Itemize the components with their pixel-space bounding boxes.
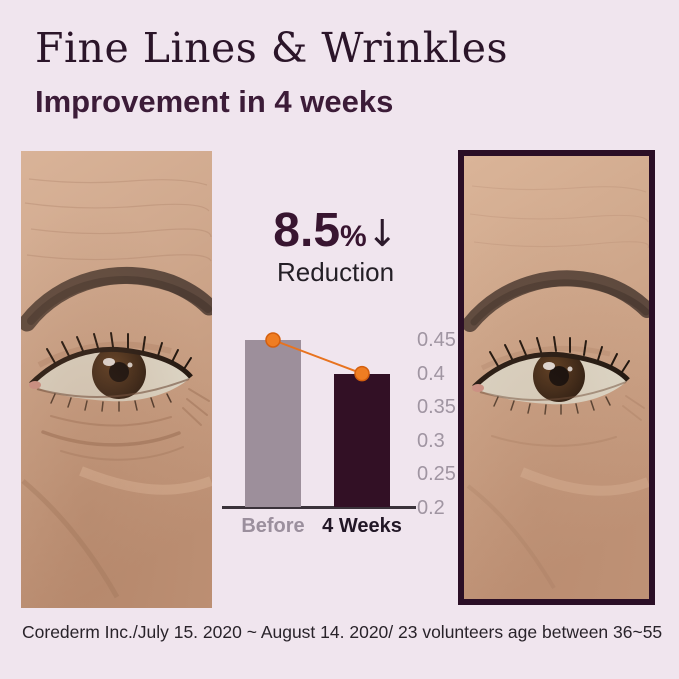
y-tick-label: 0.2: [417, 497, 445, 519]
bar-before: [245, 340, 301, 507]
stat-label: Reduction: [276, 257, 395, 288]
study-footnote: Corederm Inc./July 15. 2020 ~ August 14.…: [22, 622, 663, 642]
before-photo: [21, 151, 212, 608]
y-tick-label: 0.25: [417, 463, 456, 486]
bar-4-weeks: [334, 373, 390, 507]
percent-sign: %: [340, 220, 367, 253]
after-photo: [458, 150, 655, 605]
stat-value: 8.5: [273, 204, 341, 257]
x-label: Before: [241, 515, 305, 537]
y-tick-label: 0.35: [417, 396, 456, 419]
page-subtitle: Improvement in 4 weeks: [35, 84, 394, 119]
y-tick-label: 0.45: [417, 329, 456, 351]
bar-chart: Before 4 Weeks 0.45 0.4 0.35 0.3 0.25 0.2: [220, 329, 470, 548]
page-title: Fine Lines & Wrinkles: [35, 24, 509, 72]
y-tick-label: 0.3: [417, 429, 445, 452]
x-label: 4 Weeks: [322, 515, 402, 537]
before-photo-illustration: [21, 151, 212, 608]
x-axis-line: [222, 506, 416, 509]
down-arrow-icon: ↓: [366, 212, 398, 255]
y-tick-label: 0.4: [417, 362, 445, 385]
after-photo-illustration: [464, 156, 649, 599]
stat-callout: 8.5%↓ Reduction: [238, 204, 433, 288]
